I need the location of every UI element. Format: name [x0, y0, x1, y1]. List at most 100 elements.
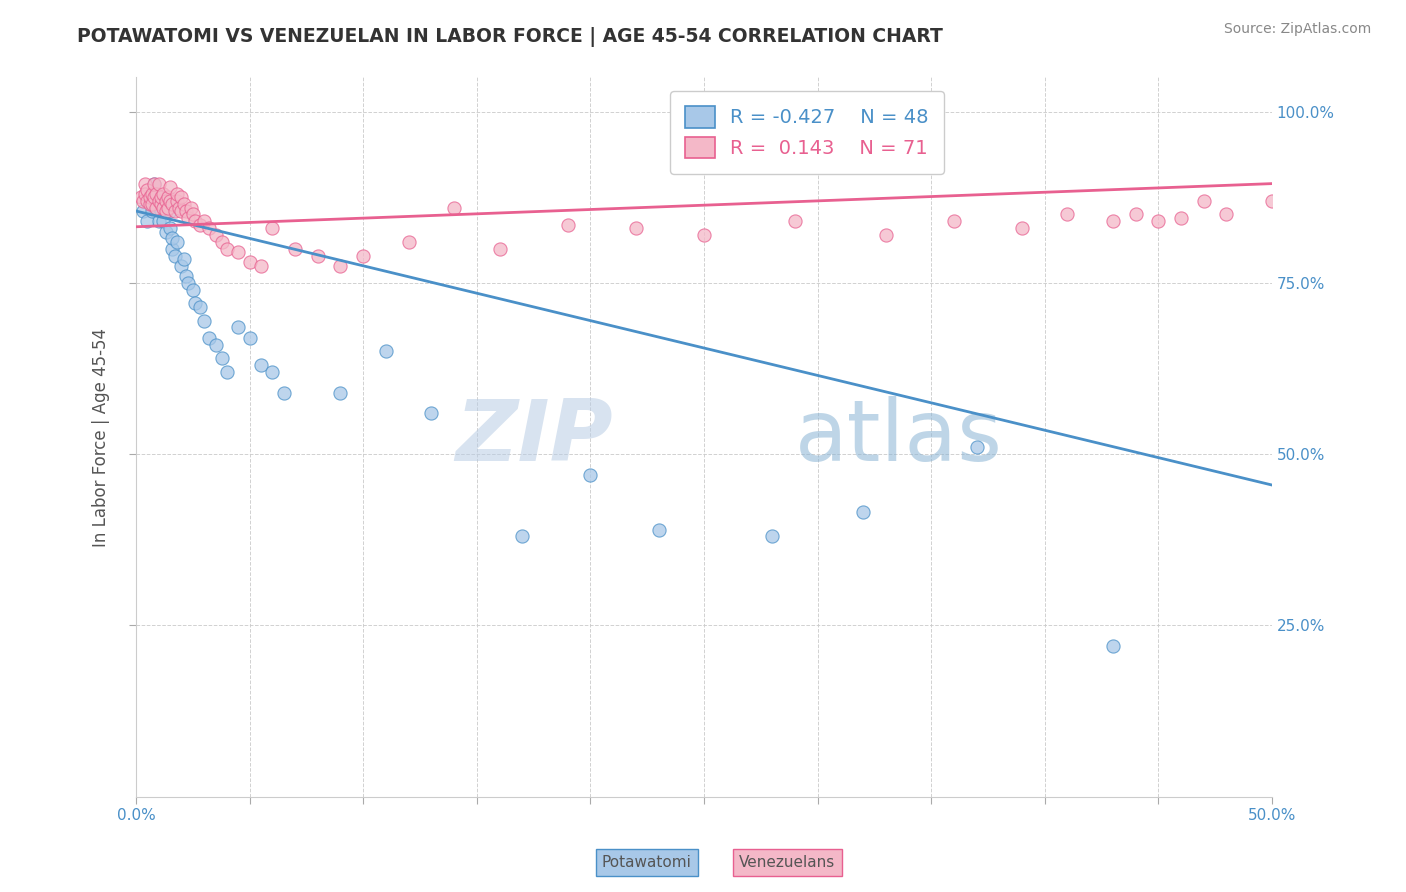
- Y-axis label: In Labor Force | Age 45-54: In Labor Force | Age 45-54: [93, 327, 110, 547]
- Point: [152, 186, 174, 201]
- Point: [143, 177, 166, 191]
- Point: [145, 201, 167, 215]
- Point: [177, 211, 200, 225]
- Point: [141, 204, 163, 219]
- Point: [1056, 207, 1078, 221]
- Point: [152, 214, 174, 228]
- Point: [136, 184, 159, 198]
- Point: [783, 214, 806, 228]
- Point: [174, 204, 197, 219]
- Point: [307, 248, 329, 262]
- Point: [966, 440, 988, 454]
- Point: [170, 204, 193, 219]
- Point: [138, 190, 160, 204]
- Point: [163, 248, 186, 262]
- Point: [204, 337, 226, 351]
- Point: [166, 186, 188, 201]
- Point: [173, 197, 195, 211]
- Point: [159, 180, 181, 194]
- Point: [852, 505, 875, 519]
- Point: [398, 235, 420, 249]
- Point: [579, 467, 602, 482]
- Point: [152, 194, 174, 208]
- Point: [215, 365, 238, 379]
- Point: [262, 365, 284, 379]
- Point: [226, 320, 249, 334]
- Point: [1102, 214, 1125, 228]
- Point: [624, 221, 647, 235]
- Point: [942, 214, 965, 228]
- Point: [226, 245, 249, 260]
- Point: [420, 406, 443, 420]
- Point: [132, 204, 155, 219]
- Point: [138, 197, 160, 211]
- Point: [284, 242, 307, 256]
- Point: [136, 194, 159, 208]
- Text: Venezuelans: Venezuelans: [740, 855, 835, 870]
- Point: [181, 207, 204, 221]
- Point: [150, 190, 173, 204]
- Point: [159, 204, 181, 219]
- Point: [239, 255, 262, 269]
- Point: [159, 221, 181, 235]
- Point: [177, 276, 200, 290]
- Point: [1215, 207, 1237, 221]
- Point: [273, 385, 295, 400]
- Point: [184, 296, 207, 310]
- Point: [211, 235, 233, 249]
- Point: [215, 242, 238, 256]
- Point: [155, 194, 177, 208]
- Point: [141, 186, 163, 201]
- Point: [143, 190, 166, 204]
- Point: [143, 190, 166, 204]
- Point: [239, 331, 262, 345]
- Point: [156, 190, 179, 204]
- Point: [181, 283, 204, 297]
- Point: [162, 197, 184, 211]
- Point: [156, 201, 179, 215]
- Point: [443, 201, 465, 215]
- Point: [148, 194, 170, 208]
- Point: [162, 231, 184, 245]
- Text: Source: ZipAtlas.com: Source: ZipAtlas.com: [1223, 22, 1371, 37]
- Point: [143, 177, 166, 191]
- Text: atlas: atlas: [794, 395, 1002, 478]
- Text: ZIP: ZIP: [456, 395, 613, 478]
- Point: [1102, 639, 1125, 653]
- Point: [155, 204, 177, 219]
- Point: [162, 242, 184, 256]
- Point: [174, 269, 197, 284]
- Point: [329, 259, 352, 273]
- Point: [197, 331, 219, 345]
- Point: [488, 242, 510, 256]
- Point: [138, 194, 160, 208]
- Point: [150, 197, 173, 211]
- Point: [262, 221, 284, 235]
- Point: [148, 177, 170, 191]
- Point: [145, 201, 167, 215]
- Point: [193, 313, 215, 327]
- Point: [250, 358, 273, 372]
- Point: [188, 300, 211, 314]
- Point: [148, 190, 170, 204]
- Point: [145, 186, 167, 201]
- Point: [159, 194, 181, 208]
- Point: [557, 218, 579, 232]
- Point: [155, 204, 177, 219]
- Point: [136, 214, 159, 228]
- Point: [166, 194, 188, 208]
- Point: [197, 221, 219, 235]
- Point: [148, 214, 170, 228]
- Point: [132, 194, 155, 208]
- Point: [352, 248, 374, 262]
- Point: [374, 344, 396, 359]
- Point: [204, 227, 226, 242]
- Point: [150, 204, 173, 219]
- Point: [156, 197, 179, 211]
- Point: [134, 186, 156, 201]
- Point: [170, 190, 193, 204]
- Text: POTAWATOMI VS VENEZUELAN IN LABOR FORCE | AGE 45-54 CORRELATION CHART: POTAWATOMI VS VENEZUELAN IN LABOR FORCE …: [77, 27, 943, 46]
- Point: [180, 201, 202, 215]
- Point: [250, 259, 273, 273]
- Point: [1011, 221, 1033, 235]
